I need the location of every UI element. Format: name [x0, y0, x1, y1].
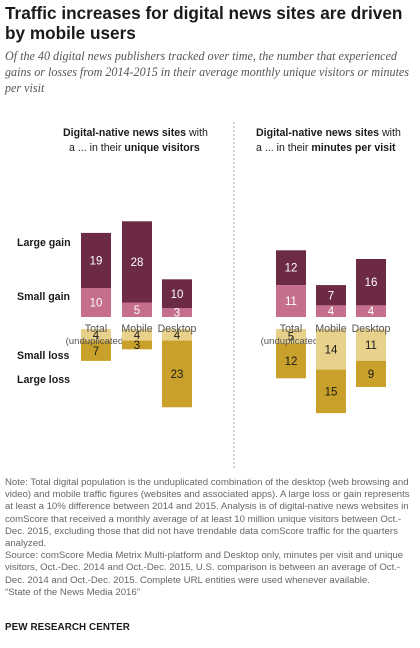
bar-value-label: 19 — [90, 255, 103, 267]
bar-value-label: 5 — [288, 331, 294, 343]
bar-small-gain — [162, 308, 192, 317]
bar-value-label: 14 — [325, 344, 338, 356]
row-label-small-gain: Small gain — [17, 291, 70, 303]
bar-value-label: 4 — [174, 330, 181, 342]
category-label: Total — [85, 323, 107, 335]
bar-value-label: 28 — [131, 257, 144, 269]
bar-large-loss — [276, 343, 306, 379]
bar-small-loss — [276, 329, 306, 344]
row-label-large-loss: Large loss — [17, 374, 70, 386]
category-label: Mobile — [315, 323, 346, 335]
bar-value-label: 9 — [368, 369, 374, 381]
notes-block: Note: Total digital population is the un… — [5, 477, 417, 599]
category-label: Desktop — [158, 323, 197, 335]
bar-value-label: 10 — [90, 298, 103, 310]
bar-value-label: 7 — [93, 346, 99, 358]
bar-small-loss — [81, 329, 111, 341]
bar-value-label: 10 — [171, 289, 184, 301]
bar-value-label: 4 — [328, 306, 335, 318]
bar-value-label: 3 — [174, 308, 180, 320]
bar-value-label: 16 — [365, 277, 378, 289]
bar-large-gain — [122, 221, 152, 303]
panel-title-line1: Digital-native news sites with — [63, 127, 208, 139]
bar-small-gain — [81, 288, 111, 317]
panel-title-line1: Digital-native news sites with — [256, 127, 401, 139]
org-credit: PEW RESEARCH CENTER — [5, 622, 130, 633]
row-label-large-gain: Large gain — [17, 237, 71, 249]
panel-title-line2: a ... in their minutes per visit — [256, 142, 396, 154]
report-name: “State of the News Media 2016” — [5, 586, 140, 598]
bar-value-label: 7 — [328, 290, 334, 302]
bar-value-label: 11 — [365, 340, 377, 352]
bar-small-loss — [162, 329, 192, 341]
bar-small-loss — [356, 329, 386, 361]
bar-value-label: 23 — [171, 369, 184, 381]
row-label-small-loss: Small loss — [17, 350, 70, 362]
category-label: Desktop — [352, 323, 391, 335]
bar-large-loss — [122, 340, 152, 350]
category-label: (unduplicated) — [66, 336, 127, 347]
bar-value-label: 12 — [285, 356, 298, 368]
chart-title: Traffic increases for digital news sites… — [5, 3, 403, 43]
bar-value-label: 12 — [285, 263, 298, 275]
bar-large-gain — [276, 250, 306, 286]
bar-small-gain — [316, 305, 346, 317]
bar-value-label: 11 — [285, 296, 297, 308]
bar-large-loss — [356, 360, 386, 387]
bar-small-gain — [122, 302, 152, 317]
bar-small-loss — [316, 329, 346, 370]
bar-large-gain — [162, 279, 192, 309]
bar-large-loss — [81, 340, 111, 361]
note-text: Note: Total digital population is the un… — [5, 477, 410, 550]
bar-large-gain — [81, 232, 111, 288]
bar-large-gain — [356, 259, 386, 306]
category-label: Total — [280, 323, 302, 335]
bar-small-gain — [356, 305, 386, 317]
bar-large-gain — [316, 285, 346, 306]
bar-value-label: 4 — [368, 306, 375, 318]
category-label: (unduplicated) — [261, 336, 322, 347]
chart-subtitle: Of the 40 digital news publishers tracke… — [5, 49, 410, 95]
panel-title-line2: a ... in their unique visitors — [69, 142, 200, 154]
bar-small-loss — [122, 329, 152, 341]
chart-canvas: Large gain Small gain Small loss Large loss… — [17, 122, 401, 468]
source-text: Source: comScore Media Metrix Multi-plat… — [5, 550, 404, 586]
bar-value-label: 15 — [325, 386, 338, 398]
category-label: Mobile — [121, 323, 152, 335]
bar-large-loss — [316, 369, 346, 414]
bar-value-label: 4 — [93, 330, 100, 342]
bar-value-label: 5 — [134, 305, 140, 317]
bar-large-loss — [162, 340, 192, 408]
bar-value-label: 3 — [134, 340, 140, 352]
bar-small-gain — [276, 285, 306, 317]
bar-value-label: 4 — [134, 330, 141, 342]
